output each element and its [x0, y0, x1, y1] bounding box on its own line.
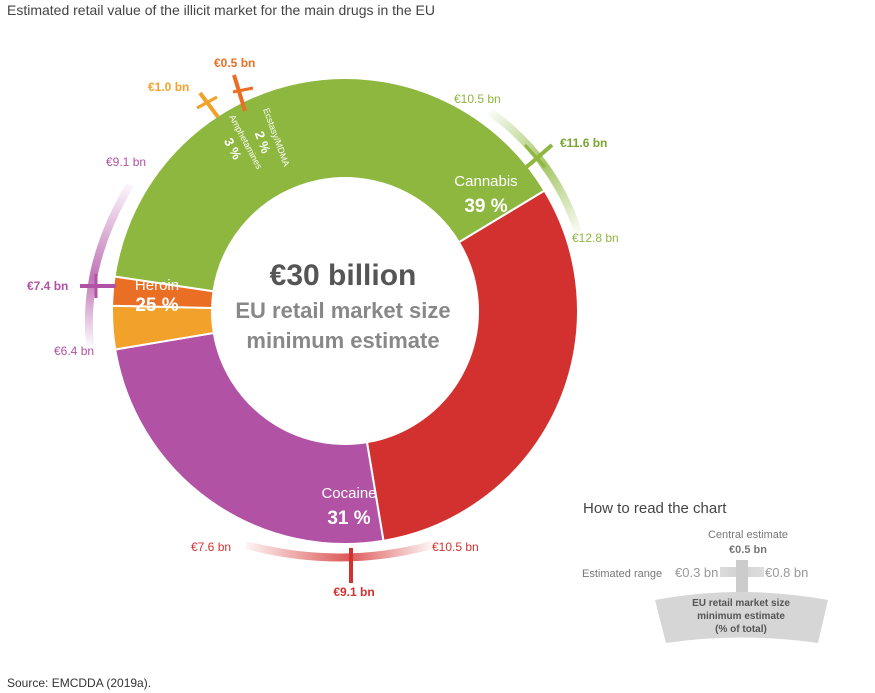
cannabis-range-crossbar [523, 143, 547, 169]
cannabis-name: Cannabis [454, 173, 517, 190]
center-line-2: minimum estimate [246, 328, 439, 353]
cannabis-percent: 39 % [464, 196, 507, 217]
how-box-line-2: minimum estimate [697, 611, 785, 622]
cannabis-low-label: €10.5 bn [454, 92, 501, 106]
central-estimate-ticks [80, 74, 554, 583]
ecstasy-mdma-segment [111, 275, 215, 310]
ecstasy-range-crossbar [232, 86, 254, 94]
heroin-percent: 25 % [135, 295, 178, 316]
how-range-high: €0.8 bn [765, 565, 808, 580]
cocaine-low-label: €7.6 bn [191, 540, 231, 554]
how-to-read-title: How to read the chart [583, 500, 727, 517]
how-box-line-1: EU retail market size [692, 598, 790, 609]
source-note: Source: EMCDDA (2019a). [7, 676, 151, 690]
ecstasy-central-label: €0.5 bn [214, 56, 255, 70]
amphetamines-central-label: €1.0 bn [148, 80, 189, 94]
how-segment-box [655, 592, 828, 643]
how-central-value: €0.5 bn [729, 544, 767, 556]
heroin-low-label: €6.4 bn [54, 344, 94, 358]
how-central-caption: Central estimate [708, 529, 788, 541]
heroin-name: Heroin [135, 277, 179, 294]
cannabis-central-tick [513, 143, 554, 179]
cocaine-name: Cocaine [321, 485, 376, 502]
center-total: €30 billion [270, 259, 417, 292]
cannabis-central-label: €11.6 bn [560, 136, 607, 150]
heroin-range-arc [84, 182, 134, 346]
donut-segments [111, 77, 579, 545]
cocaine-range-arc [244, 541, 434, 562]
center-line-1: EU retail market size [235, 298, 450, 323]
cocaine-central-label: €9.1 bn [333, 585, 374, 599]
how-range-caption: Estimated range [582, 568, 662, 580]
heroin-high-label: €9.1 bn [106, 155, 146, 169]
cannabis-high-label: €12.8 bn [572, 231, 619, 245]
chart-title: Estimated retail value of the illicit ma… [7, 2, 435, 18]
heroin-segment [114, 331, 385, 545]
cocaine-percent: 31 % [327, 508, 370, 529]
range-crossbars [94, 86, 547, 572]
cocaine-segment [365, 189, 579, 542]
cannabis-segment [113, 77, 546, 293]
how-range-low: €0.3 bn [675, 565, 718, 580]
ecstasy-percent: 2 % [252, 129, 274, 156]
heroin-central-label: €7.4 bn [27, 279, 68, 293]
ecstasy-central-tick [232, 74, 247, 112]
amphetamines-central-tick [198, 91, 220, 119]
cocaine-high-label: €10.5 bn [432, 540, 479, 554]
how-to-read-legend: How to read the chart Central estimate €… [582, 500, 828, 643]
how-box-line-3: (% of total) [715, 624, 767, 635]
amphetamines-range-crossbar [196, 95, 218, 110]
